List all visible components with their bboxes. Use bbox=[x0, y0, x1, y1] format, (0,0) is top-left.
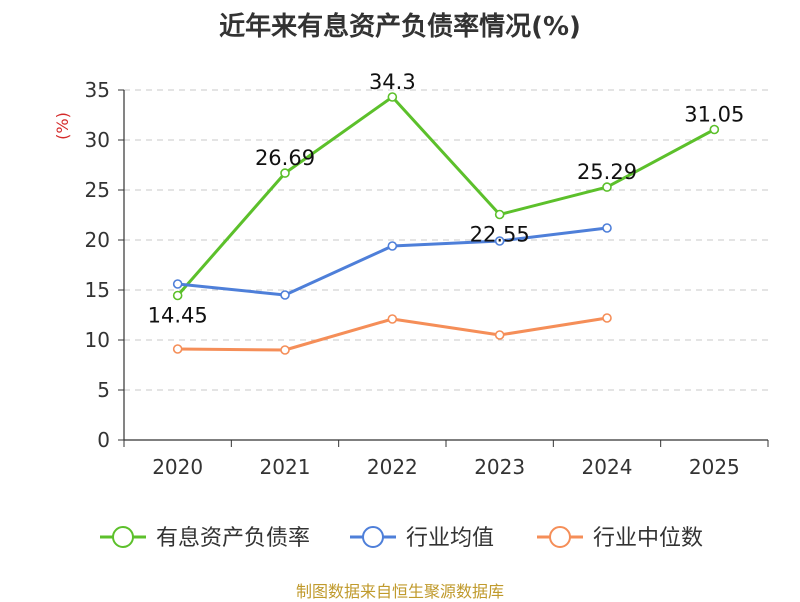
legend-swatch-marker bbox=[362, 526, 384, 548]
legend-label: 行业均值 bbox=[406, 526, 494, 551]
data-point bbox=[387, 92, 398, 102]
y-tick-label: 35 bbox=[85, 78, 110, 102]
x-tick-label: 2024 bbox=[582, 455, 633, 479]
x-tick-label: 2025 bbox=[689, 455, 740, 479]
x-tick-label: 2020 bbox=[152, 455, 203, 479]
legend-swatch-marker bbox=[549, 526, 571, 548]
data-point bbox=[387, 314, 398, 324]
data-point bbox=[494, 330, 505, 340]
data-point bbox=[172, 344, 183, 354]
legend-swatch-marker bbox=[112, 526, 134, 548]
data-label: 14.45 bbox=[148, 304, 208, 328]
data-point bbox=[709, 124, 720, 135]
y-tick-label: 10 bbox=[85, 328, 110, 352]
y-tick-label: 25 bbox=[85, 178, 110, 202]
data-point bbox=[602, 223, 612, 233]
data-point bbox=[280, 168, 290, 178]
data-label: 25.29 bbox=[577, 160, 637, 184]
y-tick-label: 20 bbox=[85, 228, 110, 252]
source-note: 制图数据来自恒生聚源数据库 bbox=[295, 582, 504, 601]
x-tick-label: 2022 bbox=[367, 455, 418, 479]
data-label: 34.3 bbox=[369, 70, 416, 94]
data-point bbox=[172, 279, 183, 289]
y-tick-label: 0 bbox=[97, 428, 110, 452]
data-point bbox=[602, 182, 612, 192]
x-tick-label: 2023 bbox=[474, 455, 525, 479]
data-point bbox=[387, 241, 398, 251]
y-tick-label: 15 bbox=[85, 278, 110, 302]
x-tick-label: 2021 bbox=[260, 455, 311, 479]
data-point bbox=[172, 290, 183, 301]
data-point bbox=[280, 345, 290, 355]
data-label: 22.55 bbox=[470, 223, 530, 247]
data-point bbox=[494, 236, 505, 246]
legend-label: 行业中位数 bbox=[593, 526, 703, 551]
data-point bbox=[280, 290, 290, 300]
y-tick-label: 30 bbox=[85, 128, 110, 152]
series-line-2 bbox=[177, 226, 608, 297]
data-point bbox=[494, 209, 505, 220]
y-tick-label: 5 bbox=[97, 378, 110, 402]
data-label: 26.69 bbox=[255, 146, 315, 170]
y-axis-label: (%) bbox=[53, 112, 72, 140]
data-point bbox=[602, 313, 612, 323]
series-line-1 bbox=[176, 95, 716, 297]
data-label: 31.05 bbox=[684, 103, 744, 127]
legend-label: 有息资产负债率 bbox=[156, 526, 310, 551]
chart-title: 近年来有息资产负债率情况(%) bbox=[219, 12, 581, 42]
